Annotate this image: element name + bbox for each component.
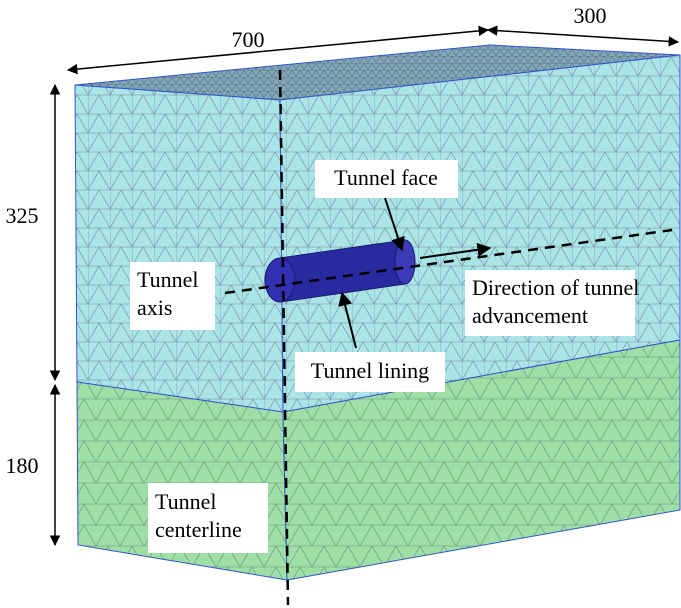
label-direction: advancement [472, 303, 588, 328]
dim-width [488, 30, 678, 42]
dim-upper-label: 325 [6, 203, 39, 228]
label-tunnel-face: Tunnel face [334, 165, 438, 190]
dim-lower-label: 180 [6, 453, 39, 478]
label-direction: Direction of tunnel [472, 275, 639, 300]
label-tunnel-lining: Tunnel lining [311, 358, 429, 383]
page: {"dimensions": {"length": 700, "width": … [0, 0, 681, 608]
diagram: 700 300 325 180 Tunnel face Tunnel axis … [0, 0, 681, 608]
left-upper-face [75, 85, 283, 412]
dim-width-label: 300 [574, 3, 607, 28]
label-tunnel-centerline: centerline [155, 517, 242, 542]
label-tunnel-axis: axis [137, 295, 172, 320]
tunnel-end [265, 258, 295, 302]
label-tunnel-centerline: Tunnel [155, 489, 217, 514]
tunnel-face [395, 240, 415, 284]
label-tunnel-axis: Tunnel [137, 267, 199, 292]
dim-length-label: 700 [232, 27, 265, 52]
